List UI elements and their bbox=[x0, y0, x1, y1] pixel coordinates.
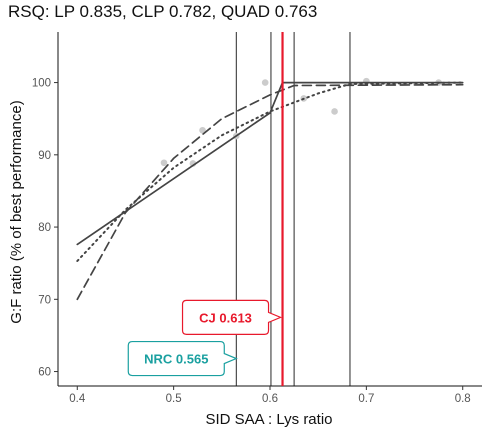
y-axis-label: G:F ratio (% of best performance) bbox=[8, 100, 25, 323]
data-points bbox=[160, 77, 442, 167]
x-tick-label: 0.7 bbox=[358, 393, 374, 405]
x-tick-label: 0.6 bbox=[262, 393, 278, 405]
callout-label: CJ 0.613 bbox=[199, 310, 252, 325]
fit-curve-dashed bbox=[76, 83, 464, 301]
callout-box bbox=[127, 340, 238, 377]
data-point bbox=[160, 159, 168, 167]
fit-curve-dotted bbox=[76, 81, 464, 262]
y-tick-label: 90 bbox=[38, 150, 51, 162]
x-axis-label: SID SAA : Lys ratio bbox=[206, 411, 333, 428]
y-tick-label: 100 bbox=[32, 78, 51, 90]
x-tick-label: 0.4 bbox=[69, 393, 86, 405]
callout-label: NRC 0.565 bbox=[144, 352, 208, 367]
data-point bbox=[331, 108, 338, 115]
fit-curves bbox=[76, 32, 464, 386]
callout-box bbox=[181, 299, 283, 335]
data-point bbox=[261, 79, 269, 86]
y-tick-label: 80 bbox=[38, 222, 51, 234]
y-tick-label: 70 bbox=[38, 294, 51, 306]
axes bbox=[54, 32, 482, 390]
fit-curve-solid bbox=[76, 81, 464, 246]
callouts: CJ 0.613 NRC 0.565 bbox=[127, 299, 283, 377]
chart-title: RSQ: LP 0.835, CLP 0.782, QUAD 0.763 bbox=[8, 2, 318, 21]
tick-labels: 0.4 0.5 0.6 0.7 0.8 60 70 80 90 100 bbox=[32, 78, 471, 405]
y-tick-label: 60 bbox=[38, 367, 51, 379]
x-tick-label: 0.5 bbox=[166, 393, 182, 405]
x-tick-label: 0.8 bbox=[455, 393, 471, 405]
data-point bbox=[199, 126, 206, 134]
